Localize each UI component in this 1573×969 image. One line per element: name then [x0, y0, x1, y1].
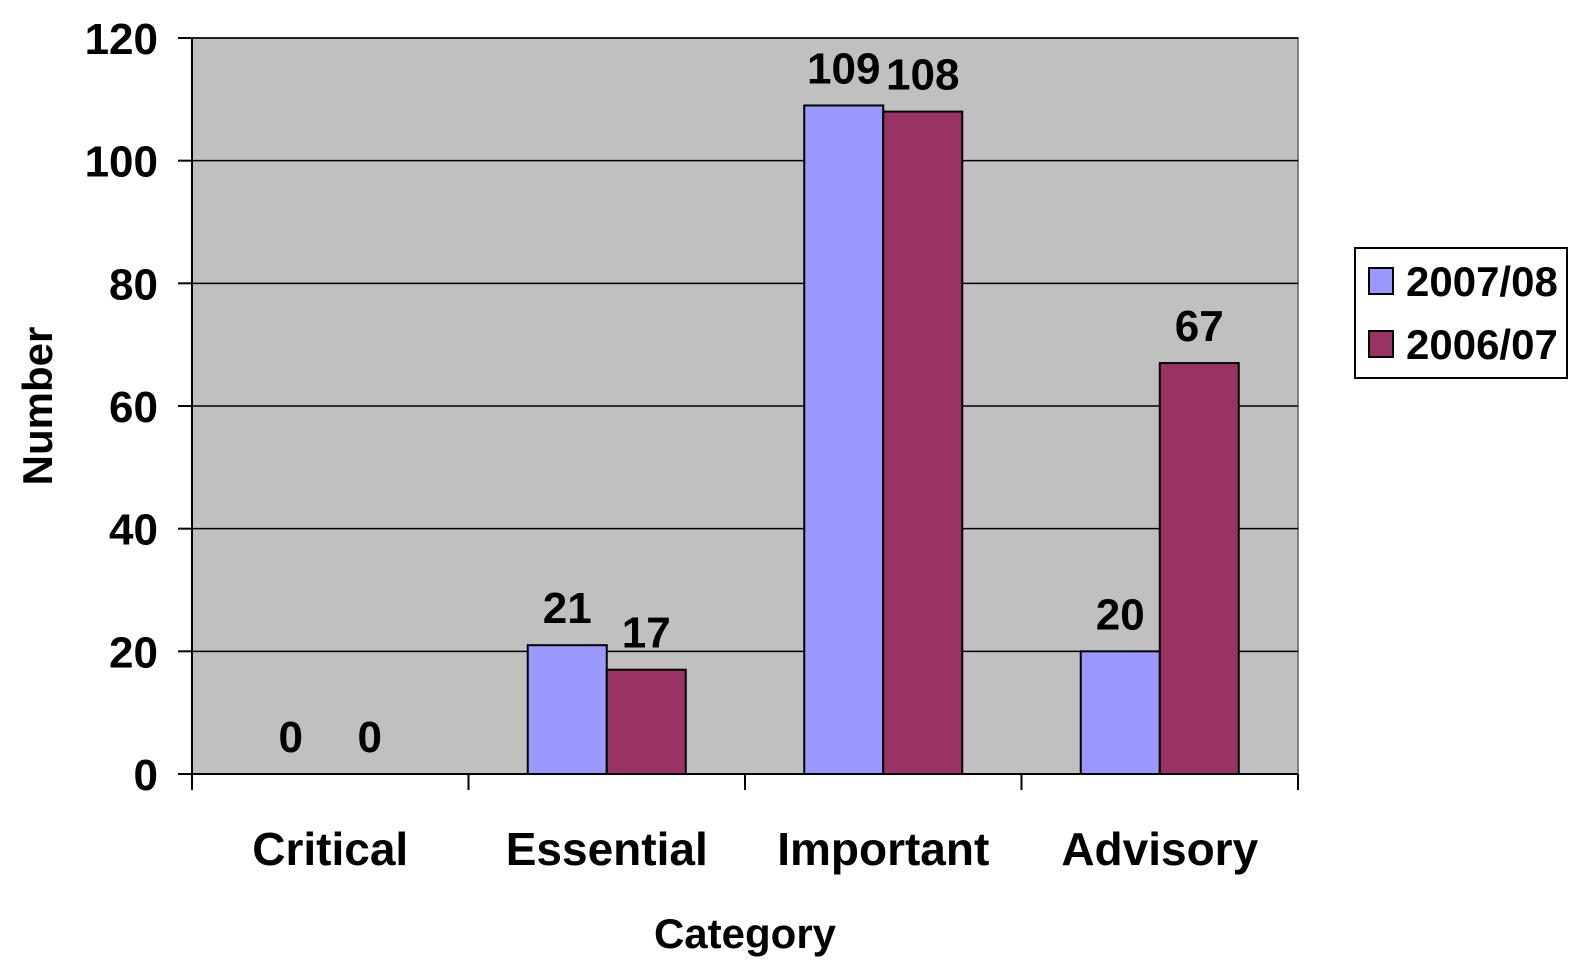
x-axis-title: Category	[654, 910, 837, 957]
bars	[526, 104, 1240, 776]
data-label: 0	[279, 713, 303, 762]
legend-label: 2006/07	[1406, 321, 1558, 368]
data-label: 67	[1175, 302, 1224, 351]
x-tick-label: Advisory	[1061, 823, 1258, 875]
bar-advisory-2007-08	[1079, 650, 1161, 775]
data-label: 20	[1096, 590, 1145, 639]
data-label: 21	[543, 584, 592, 633]
legend-label: 2007/08	[1406, 258, 1558, 305]
bar-important-2006-07	[882, 110, 964, 776]
legend: 2007/08 2006/07	[1354, 247, 1568, 379]
y-tick-label: 0	[134, 751, 158, 800]
bar-essential-2006-07	[605, 668, 687, 776]
y-axis-ticks: 0 20 40 60 80 100 120	[85, 15, 192, 800]
data-label: 17	[622, 609, 671, 658]
bar-essential-2007-08	[526, 644, 608, 776]
data-label: 0	[358, 713, 382, 762]
bar-important-2007-08	[803, 104, 885, 775]
y-tick-label: 80	[109, 260, 158, 309]
data-label: 108	[886, 51, 959, 100]
y-tick-label: 20	[109, 628, 158, 677]
x-tick-label: Important	[777, 823, 989, 875]
legend-swatch	[1368, 267, 1394, 295]
x-axis-ticks: Critical Essential Important Advisory	[191, 774, 1299, 875]
y-tick-label: 40	[109, 506, 158, 555]
x-tick-label: Essential	[506, 823, 708, 875]
data-labels: 0 0 21 17 109 108 20 67	[279, 44, 1224, 762]
y-tick-label: 100	[85, 138, 158, 187]
bar-advisory-2006-07	[1158, 362, 1240, 775]
data-label: 109	[807, 44, 880, 93]
y-tick-label: 60	[109, 383, 158, 432]
x-tick-label: Critical	[252, 823, 408, 875]
y-tick-label: 120	[85, 15, 158, 64]
y-axis-title: Number	[14, 327, 61, 486]
legend-swatch	[1368, 330, 1394, 358]
